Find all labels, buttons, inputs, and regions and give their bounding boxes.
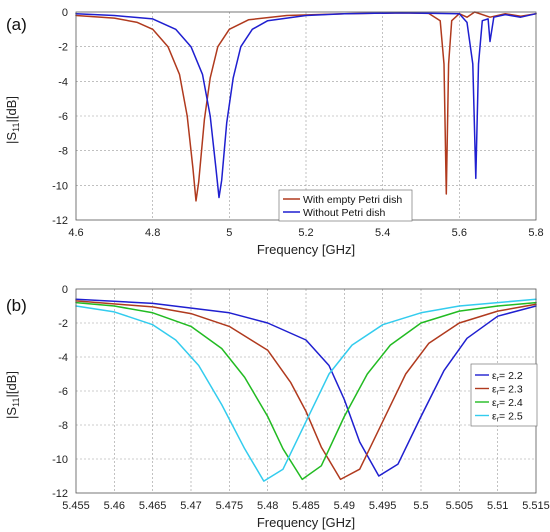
panel-b-y-axis-label: |S11|[dB] xyxy=(4,371,21,419)
x-tick-label: 5.515 xyxy=(522,500,550,512)
panel-b-legend: εr= 2.2εr= 2.3εr= 2.4εr= 2.5 xyxy=(470,363,538,427)
legend-epsilon-sub: r xyxy=(497,403,500,410)
legend-epsilon-sub: r xyxy=(497,376,500,383)
legend-label-er: εr= 2.2 xyxy=(492,370,523,383)
panel-b-grid xyxy=(76,289,536,493)
panel-a-x-ticks: 4.6 4.8 5 5.2 5.4 5.6 5.8 xyxy=(68,227,543,239)
legend-epsilon: ε xyxy=(492,384,497,396)
x-tick-label: 5.485 xyxy=(292,500,320,512)
legend-label-er: εr= 2.4 xyxy=(492,397,523,410)
x-tick-label: 5.8 xyxy=(528,227,543,239)
x-tick-label: 4.6 xyxy=(68,227,83,239)
y-tick-label: -6 xyxy=(58,111,68,123)
legend-epsilon-value: = 2.3 xyxy=(499,384,523,396)
panel-a-grid xyxy=(76,12,536,220)
y-tick-label: -12 xyxy=(52,488,68,500)
panel-a-y-ticks: 0 -2 -4 -6 -8 -10 -12 xyxy=(52,7,68,227)
x-tick-label: 5.455 xyxy=(62,500,90,512)
x-tick-label: 5.495 xyxy=(369,500,397,512)
x-tick-label: 5 xyxy=(226,227,232,239)
x-tick-label: 5.4 xyxy=(375,227,390,239)
panel-a-y-axis-label-sub: 11 xyxy=(11,123,21,132)
x-tick-label: 5.48 xyxy=(257,500,278,512)
legend-label-without-petri-dish: Without Petri dish xyxy=(303,207,385,219)
y-tick-label: 0 xyxy=(62,7,68,19)
panel-b-y-ticks: 0 -2 -4 -6 -8 -10 -12 xyxy=(52,284,68,500)
y-tick-label: -10 xyxy=(52,454,68,466)
chart-panel-a: (a) 4.6 4.8 5 5.2 5.4 5.6 5.8 0-2-4-6-8-10-12 … xyxy=(4,7,544,257)
legend-epsilon: ε xyxy=(492,397,497,409)
x-tick-label: 5.47 xyxy=(180,500,201,512)
y-tick-label: -2 xyxy=(58,42,68,54)
chart-panel-b: (b) 5.455 5.46 5.465 5.47 5.475 5.48 5.485 5.49… xyxy=(4,284,550,530)
legend-epsilon: ε xyxy=(492,411,497,423)
panel-b-x-axis-label: Frequency [GHz] xyxy=(257,515,355,530)
y-tick-label: -6 xyxy=(58,386,68,398)
panel-b-y-axis-label-sub: 11 xyxy=(11,398,21,407)
panel-a-legend-box xyxy=(278,189,413,222)
panel-a-y-axis-label-main: |S xyxy=(4,132,19,144)
y-tick-label: 0 xyxy=(62,284,68,296)
legend-epsilon-sub: r xyxy=(497,417,500,424)
legend-epsilon-value: = 2.5 xyxy=(499,411,523,423)
panel-a-series xyxy=(75,11,537,202)
panel-a-y-axis-label: |S11|[dB] xyxy=(4,96,21,144)
x-tick-label: 5.505 xyxy=(446,500,474,512)
legend-epsilon-value: = 2.4 xyxy=(499,397,523,409)
legend-epsilon: ε xyxy=(492,370,497,382)
series-line-er-2 xyxy=(75,298,537,477)
x-tick-label: 5.51 xyxy=(487,500,508,512)
panel-a-x-axis-label: Frequency [GHz] xyxy=(257,242,355,257)
x-tick-label: 5.475 xyxy=(216,500,244,512)
series-line-without-petri-dish xyxy=(75,12,537,199)
y-tick-label: -4 xyxy=(58,352,68,364)
panel-b-y-axis-label-main: |S xyxy=(4,407,19,419)
x-tick-label: 5.5 xyxy=(413,500,428,512)
series-line-with-petri-dish xyxy=(75,11,537,202)
y-tick-label: -8 xyxy=(58,420,68,432)
x-tick-label: 5.46 xyxy=(104,500,125,512)
y-tick-label: -2 xyxy=(58,318,68,330)
panel-b-series xyxy=(75,298,537,482)
legend-label-er: εr= 2.5 xyxy=(492,411,523,424)
legend-epsilon-value: = 2.2 xyxy=(499,370,523,382)
legend-epsilon-sub: r xyxy=(497,390,500,397)
x-tick-label: 5.2 xyxy=(298,227,313,239)
y-tick-label: -12 xyxy=(52,215,68,227)
x-tick-label: 4.8 xyxy=(145,227,160,239)
x-tick-label: 5.49 xyxy=(334,500,355,512)
panel-b-label: (b) xyxy=(6,296,27,315)
legend-label-with-petri-dish: With empty Petri dish xyxy=(303,194,402,206)
panel-a-y-axis-label-tail: |[dB] xyxy=(4,96,19,123)
y-tick-label: -4 xyxy=(58,76,68,88)
x-tick-label: 5.6 xyxy=(452,227,467,239)
panel-a-legend: With empty Petri dish Without Petri dish xyxy=(278,189,413,222)
series-line-er-5 xyxy=(75,298,537,482)
panel-a-label: (a) xyxy=(6,15,27,34)
x-tick-label: 5.465 xyxy=(139,500,167,512)
series-line-er-3 xyxy=(75,300,537,481)
legend-label-er: εr= 2.3 xyxy=(492,384,523,397)
y-tick-label: -10 xyxy=(52,180,68,192)
series-line-er-4 xyxy=(75,301,537,481)
panel-b-y-axis-label-tail: |[dB] xyxy=(4,371,19,398)
panel-b-x-ticks: 5.455 5.46 5.465 5.47 5.475 5.48 5.485 5.49 5.49… xyxy=(62,500,550,512)
y-tick-label: -8 xyxy=(58,146,68,158)
